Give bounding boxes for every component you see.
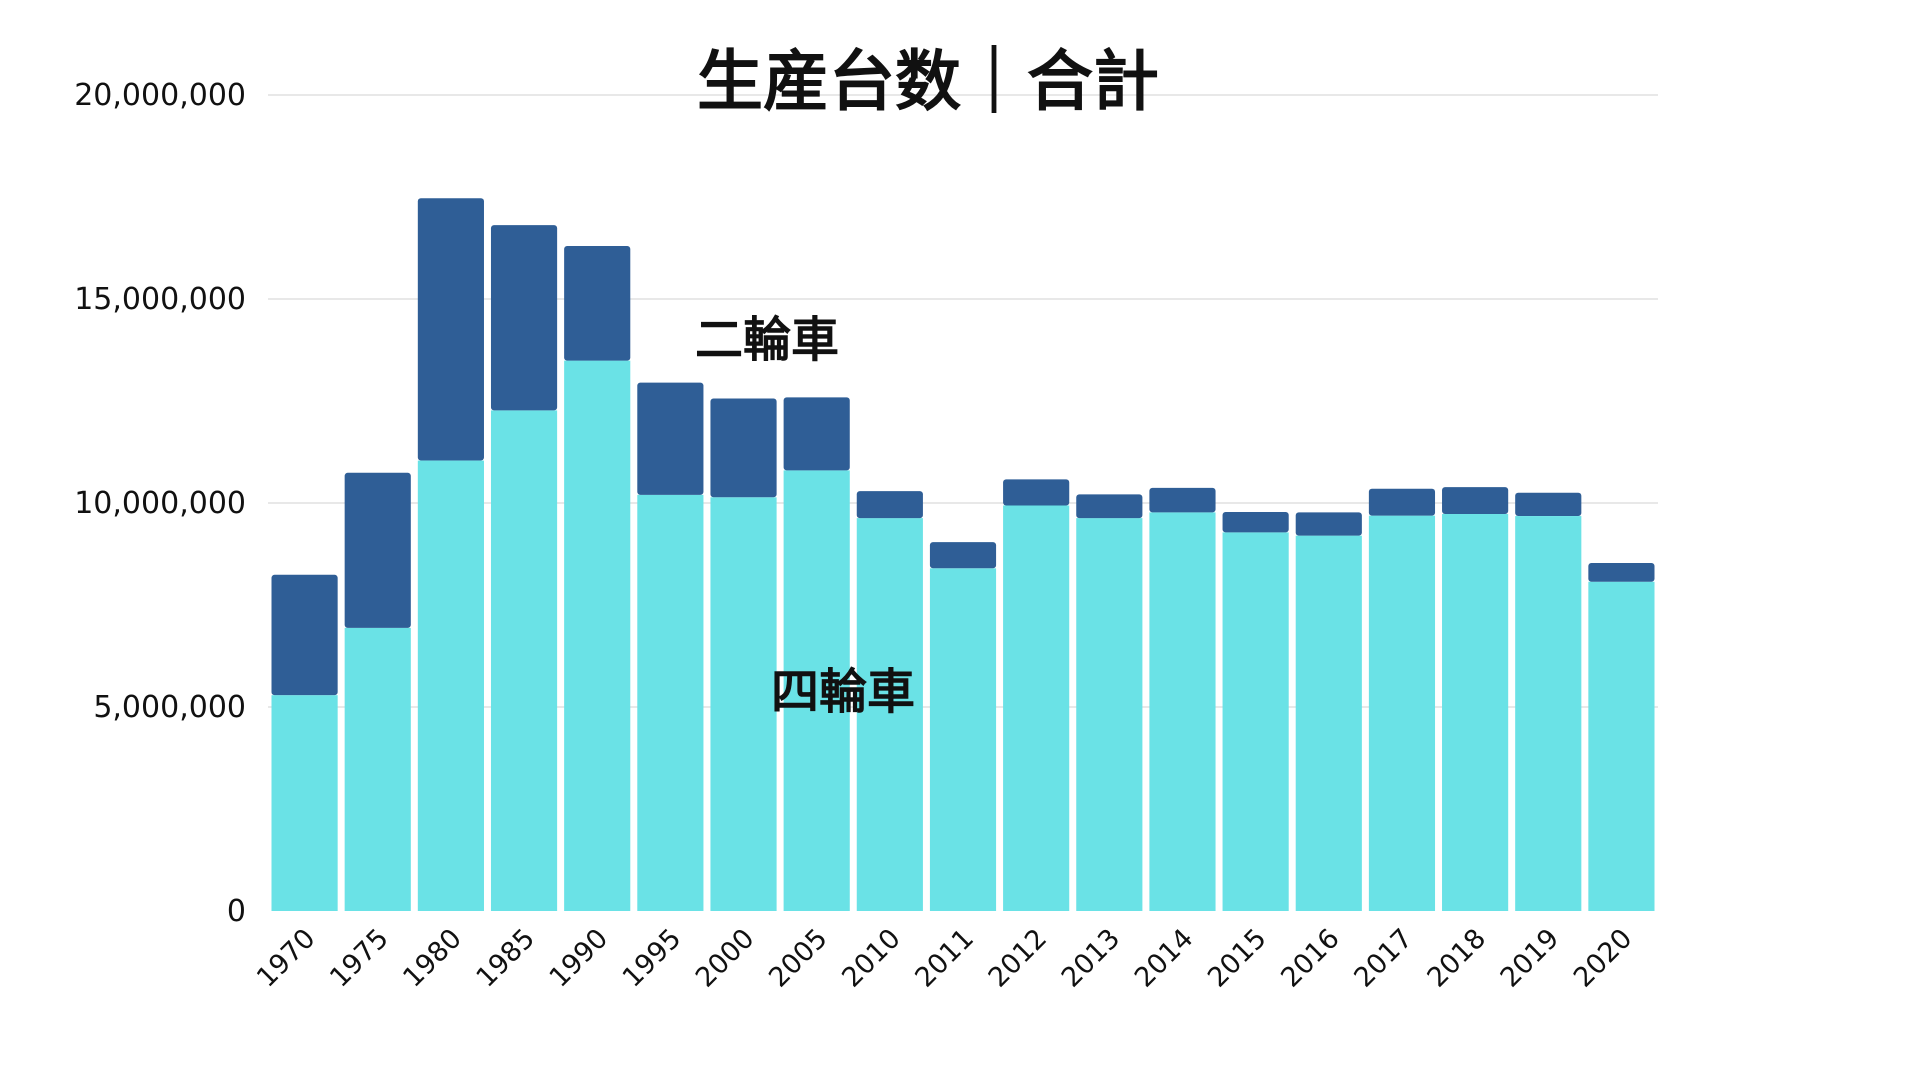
y-tick-label: 0 (227, 894, 246, 929)
y-tick-label: 10,000,000 (74, 486, 246, 521)
bar-automobile-1985 (490, 410, 558, 911)
bar-automobile-1980 (417, 460, 484, 911)
x-tick-label: 2010 (836, 923, 907, 994)
bar-motorcycle-2010 (856, 491, 923, 519)
bar-automobile-2018 (1442, 514, 1509, 911)
chart-title: 生産台数｜合計 (697, 43, 1159, 120)
bar-automobile-2010 (856, 518, 923, 911)
bar-motorcycle-2015 (1222, 511, 1289, 533)
x-tick-label: 2015 (1202, 923, 1273, 994)
y-tick-label: 15,000,000 (74, 282, 246, 317)
bar-automobile-2014 (1149, 512, 1216, 911)
x-tick-label: 2011 (909, 923, 980, 994)
bar-automobile-2017 (1368, 515, 1436, 911)
bar-motorcycle-2000 (710, 398, 777, 498)
x-tick-label: 1975 (324, 923, 395, 994)
bar-motorcycle-2020 (1588, 562, 1655, 582)
bar-motorcycle-1980 (417, 198, 484, 461)
x-tick-label: 1985 (470, 923, 541, 994)
x-axis-tick-labels: 1970 1975 1980 1985 1990 1995 2000 2005 2010 2011… (251, 923, 1638, 994)
x-tick-label: 2017 (1348, 923, 1419, 994)
x-tick-label: 2019 (1495, 923, 1566, 994)
bar-automobile-1990 (564, 360, 631, 911)
bar-motorcycle-1995 (637, 382, 704, 495)
series-label-automobile: 四輪車 (771, 664, 915, 720)
bar-motorcycle-2016 (1295, 512, 1362, 536)
x-tick-label: 2012 (983, 923, 1054, 994)
bar-motorcycle-2013 (1076, 494, 1143, 519)
x-tick-label: 1980 (397, 923, 468, 994)
bar-motorcycle-1990 (564, 245, 631, 361)
x-tick-label: 2014 (1129, 923, 1200, 994)
bar-motorcycle-2011 (929, 542, 997, 569)
bar-automobile-1995 (637, 494, 704, 911)
bar-motorcycle-2005 (783, 397, 850, 471)
bar-automobile-2012 (1003, 505, 1070, 911)
bar-motorcycle-2019 (1515, 492, 1582, 517)
bar-motorcycle-2017 (1368, 488, 1436, 516)
bar-automobile-2005 (783, 470, 850, 911)
y-tick-label: 20,000,000 (74, 78, 246, 113)
x-tick-label: 2020 (1568, 923, 1639, 994)
x-tick-label: 2013 (1056, 923, 1127, 994)
bar-automobile-1970 (271, 695, 338, 911)
bar-motorcycle-1975 (344, 472, 411, 628)
x-tick-label: 2005 (763, 923, 834, 994)
bar-automobile-2016 (1295, 535, 1362, 911)
x-tick-label: 1970 (251, 923, 322, 994)
x-tick-label: 1990 (544, 923, 615, 994)
bar-motorcycle-2018 (1442, 487, 1509, 515)
y-tick-label: 5,000,000 (93, 690, 246, 725)
bar-automobile-2000 (710, 497, 777, 911)
x-tick-label: 1995 (617, 923, 688, 994)
bar-automobile-2015 (1222, 532, 1289, 911)
x-tick-label: 2000 (690, 923, 761, 994)
bar-motorcycle-1985 (490, 225, 558, 411)
y-axis-tick-labels: 0 5,000,000 10,000,000 15,000,000 20,000,000 (74, 78, 246, 929)
bar-automobile-2013 (1076, 518, 1143, 911)
bar-automobile-2011 (929, 568, 997, 911)
bar-automobile-2020 (1588, 581, 1655, 911)
x-tick-label: 2018 (1422, 923, 1493, 994)
bar-motorcycle-2014 (1149, 487, 1216, 513)
bar-automobile-2019 (1515, 516, 1582, 911)
bar-motorcycle-1970 (271, 574, 338, 696)
bars (271, 198, 1655, 911)
x-tick-label: 2016 (1275, 923, 1346, 994)
bar-motorcycle-2012 (1003, 479, 1070, 506)
series-label-motorcycle: 二輪車 (695, 312, 839, 368)
bar-automobile-1975 (344, 627, 411, 911)
